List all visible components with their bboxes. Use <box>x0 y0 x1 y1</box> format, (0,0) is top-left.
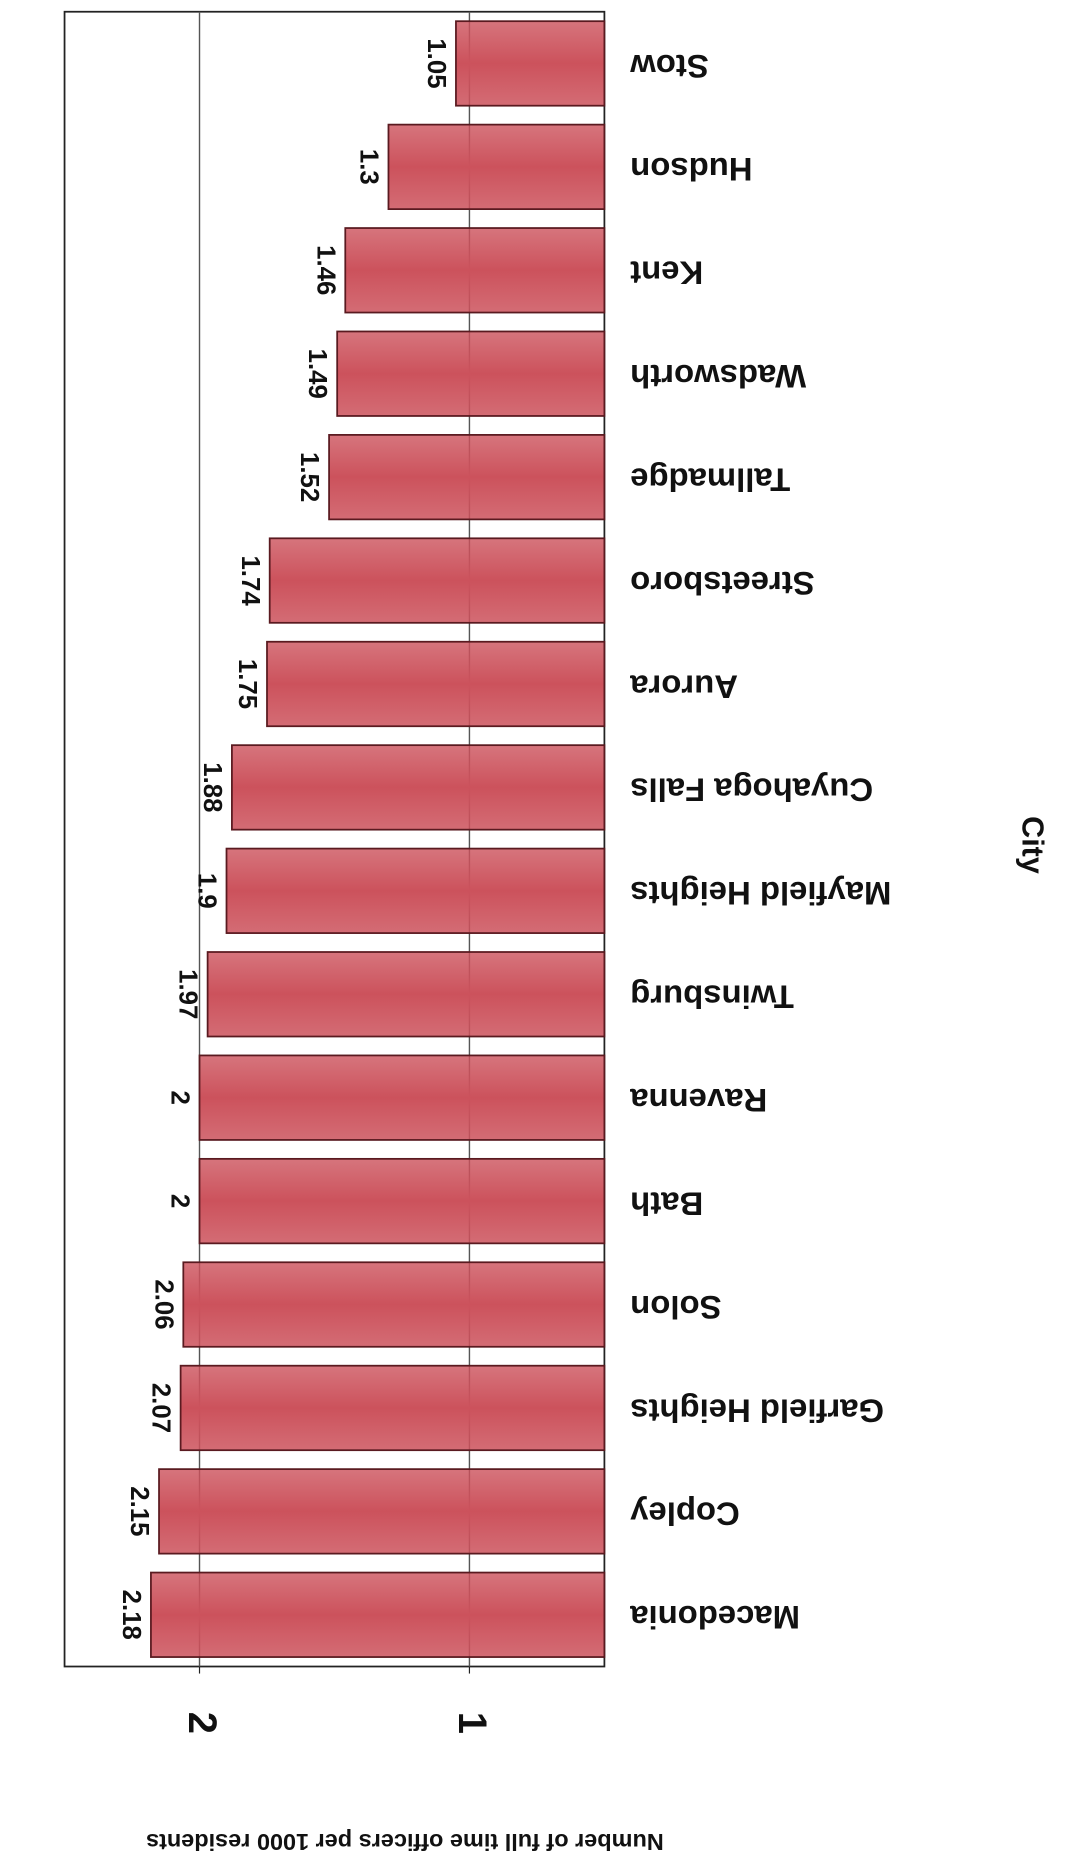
category-label: Tallmadge <box>630 461 790 498</box>
data-label: 1.9 <box>193 873 221 909</box>
category-label: Streetsboro <box>630 565 814 602</box>
data-label: 2.18 <box>117 1590 145 1640</box>
data-label: 1.97 <box>174 969 202 1019</box>
data-label: 2.06 <box>149 1279 177 1329</box>
bar <box>336 330 606 417</box>
data-label: 1.75 <box>233 659 261 709</box>
bar <box>182 1261 606 1348</box>
category-label: Wadsworth <box>630 358 806 395</box>
data-label: 1.05 <box>422 38 450 88</box>
bar <box>206 951 606 1038</box>
category-label: Mayfield Heights <box>630 875 891 912</box>
value-tick-label: 2 <box>180 1712 224 1734</box>
bar <box>179 1364 606 1452</box>
chart-body: Number of full time officers per 1000 re… <box>63 10 1049 1855</box>
plot-frame <box>63 10 606 1668</box>
data-label: 2 <box>166 1091 194 1105</box>
category-axis-title: City <box>1015 816 1049 874</box>
bar <box>266 640 606 728</box>
bar <box>268 537 606 624</box>
data-label: 1.52 <box>295 452 323 502</box>
category-label: Macedonia <box>630 1599 801 1636</box>
data-label: 1.74 <box>236 555 264 606</box>
bar <box>198 1157 606 1245</box>
category-label: Garfield Heights <box>630 1392 884 1429</box>
bar <box>198 1054 606 1141</box>
category-label: Stow <box>630 48 709 85</box>
bar <box>344 227 606 314</box>
bar <box>387 123 606 211</box>
category-label: Copley <box>630 1496 740 1533</box>
category-label: Aurora <box>630 668 738 705</box>
bar <box>225 847 606 934</box>
data-label: 2.07 <box>147 1383 175 1433</box>
plot-group: Number of full time officers per 1000 re… <box>63 10 1049 1855</box>
data-label: 1.3 <box>355 149 383 185</box>
category-label: Solon <box>630 1289 721 1326</box>
data-label: 1.88 <box>198 762 226 812</box>
bar <box>455 20 606 107</box>
category-label: Twinsburg <box>630 979 794 1016</box>
category-label: Cuyahoga Falls <box>630 772 873 809</box>
value-axis-title: Number of full time officers per 1000 re… <box>146 1829 664 1855</box>
value-tick-label: 1 <box>450 1712 494 1734</box>
data-label: 1.49 <box>303 349 331 399</box>
category-label: Bath <box>630 1185 703 1222</box>
category-label: Kent <box>630 255 703 292</box>
bar <box>158 1468 606 1555</box>
bar <box>231 744 606 831</box>
category-label: Hudson <box>630 151 752 188</box>
bar <box>150 1571 606 1658</box>
data-label: 2.15 <box>125 1486 153 1536</box>
bar <box>328 434 606 521</box>
category-label: Ravenna <box>630 1082 768 1119</box>
data-label: 2 <box>166 1194 194 1208</box>
data-label: 1.46 <box>311 245 339 295</box>
